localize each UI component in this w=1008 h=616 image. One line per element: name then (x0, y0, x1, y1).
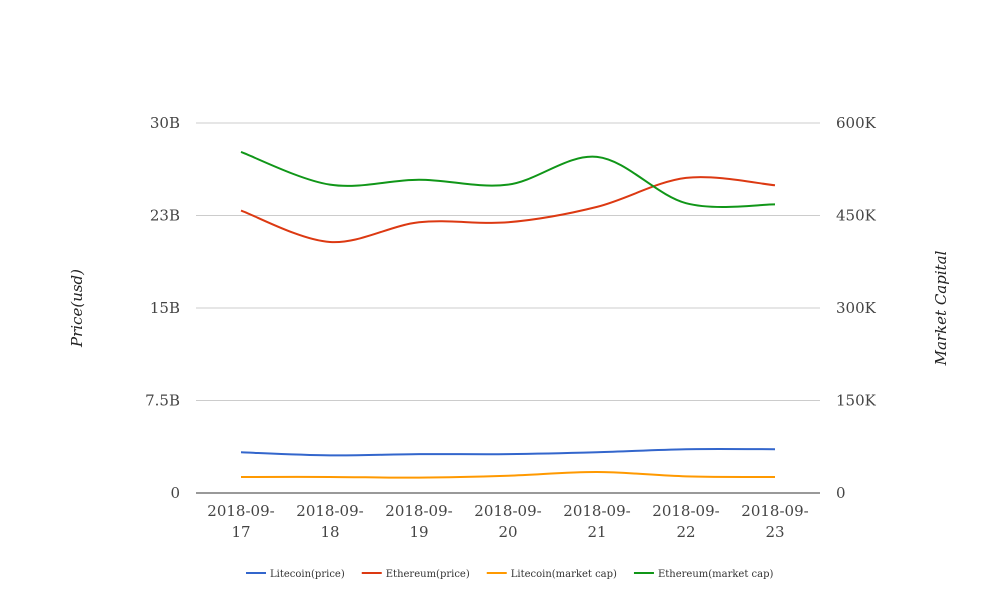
grid-lines (196, 122, 820, 494)
right-tick-label: 300K (836, 299, 877, 317)
series-line-litecoin-price (240, 447, 776, 457)
right-tick-label: 450K (836, 207, 877, 225)
x-tick-label: 2018-09-19 (385, 502, 452, 541)
series-line-litecoin-market-cap (240, 471, 776, 479)
series-line-ethereum-price (240, 176, 776, 244)
x-tick-label: 2018-09-17 (207, 502, 274, 541)
legend-label: Litecoin(market cap) (511, 569, 617, 580)
x-tick-label: 2018-09-23 (741, 502, 808, 541)
left-tick-label: 0 (170, 484, 180, 502)
series-lines (240, 151, 776, 479)
x-tick-label: 2018-09-22 (652, 502, 719, 541)
legend-label: Ethereum(market cap) (658, 569, 774, 580)
right-tick-label: 0 (836, 484, 846, 502)
x-tick-label: 2018-09-20 (474, 502, 541, 541)
left-tick-label: 7.5B (145, 392, 180, 410)
legend[interactable]: Litecoin(price) Ethereum(price) Litecoin(m… (246, 569, 774, 580)
left-tick-label: 23B (150, 207, 180, 225)
x-tick-label: 2018-09-21 (563, 502, 630, 541)
x-tick-label: 2018-09-18 (296, 502, 363, 541)
legend-label: Litecoin(price) (270, 569, 345, 580)
legend-label: Ethereum(price) (386, 569, 470, 580)
legend-item[interactable]: Litecoin(market cap) (486, 569, 617, 580)
right-axis-ticks: 0 150K 300K 450K 600K (836, 114, 877, 502)
series-line-ethereum-market-cap (240, 151, 776, 208)
left-axis-title: Price(usd) (68, 269, 86, 348)
legend-item[interactable]: Ethereum(market cap) (633, 569, 774, 580)
legend-item[interactable]: Ethereum(price) (361, 569, 470, 580)
left-tick-label: 30B (150, 114, 180, 132)
right-axis-title: Market Capital (932, 250, 950, 366)
right-tick-label: 600K (836, 114, 877, 132)
left-axis-ticks: 0 7.5B 15B 23B 30B (145, 114, 180, 502)
left-tick-label: 15B (150, 299, 180, 317)
legend-item[interactable]: Litecoin(price) (246, 569, 345, 580)
x-axis-ticks: 2018-09-17 2018-09-18 2018-09-19 2018-09-20… (207, 502, 808, 541)
right-tick-label: 150K (836, 392, 877, 410)
